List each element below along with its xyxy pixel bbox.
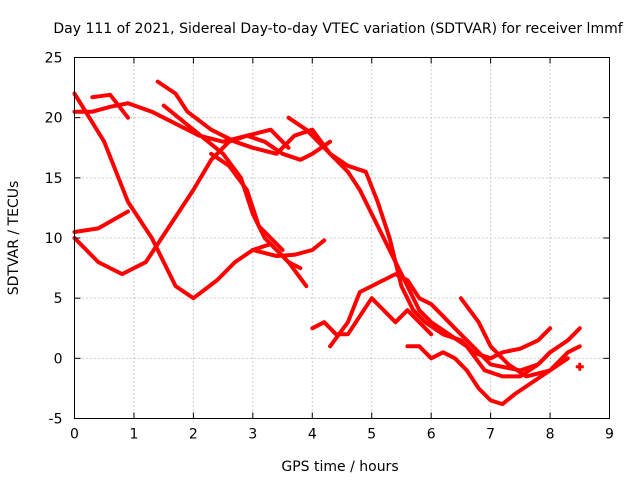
y-tick-label: 0 bbox=[54, 351, 63, 367]
series-track-15-point bbox=[575, 362, 584, 371]
y-tick-label: 15 bbox=[45, 171, 63, 187]
series-track-6 bbox=[155, 79, 553, 361]
tick-labels: 0 1 2 3 4 5 6 7 8 9 -5 0 5 10 15 20 25 bbox=[45, 51, 614, 443]
series-track-14 bbox=[458, 296, 570, 379]
x-tick-label: 4 bbox=[308, 427, 317, 443]
y-tick-label: 10 bbox=[45, 231, 63, 247]
series-track-9 bbox=[250, 238, 327, 258]
y-tick-label: 25 bbox=[45, 51, 63, 67]
x-tick-label: 5 bbox=[367, 427, 376, 443]
x-tick-label: 2 bbox=[189, 427, 198, 443]
data-series-layer bbox=[72, 79, 584, 407]
x-tick-label: 8 bbox=[546, 427, 555, 443]
y-tick-label: 20 bbox=[45, 111, 63, 127]
series-track-11 bbox=[310, 296, 434, 337]
x-tick-label: 1 bbox=[129, 427, 138, 443]
y-axis-title: SDTVAR / TECUs bbox=[6, 181, 22, 296]
axis-ticks bbox=[74, 57, 610, 419]
series-track-8 bbox=[209, 151, 285, 252]
chart-title: Day 111 of 2021, Sidereal Day-to-day VTE… bbox=[53, 21, 623, 37]
x-axis-title: GPS time / hours bbox=[281, 459, 398, 475]
series-track-12 bbox=[328, 272, 582, 373]
series-track-5 bbox=[90, 92, 130, 120]
series-track-4 bbox=[72, 101, 291, 150]
series-track-3 bbox=[72, 209, 130, 234]
y-tick-label: 5 bbox=[54, 291, 63, 307]
x-tick-label: 9 bbox=[605, 427, 614, 443]
y-tick-label: -5 bbox=[49, 412, 63, 428]
x-tick-label: 0 bbox=[70, 427, 79, 443]
x-tick-label: 7 bbox=[486, 427, 495, 443]
x-tick-label: 3 bbox=[248, 427, 257, 443]
series-track-10 bbox=[286, 115, 553, 379]
x-tick-label: 6 bbox=[427, 427, 436, 443]
